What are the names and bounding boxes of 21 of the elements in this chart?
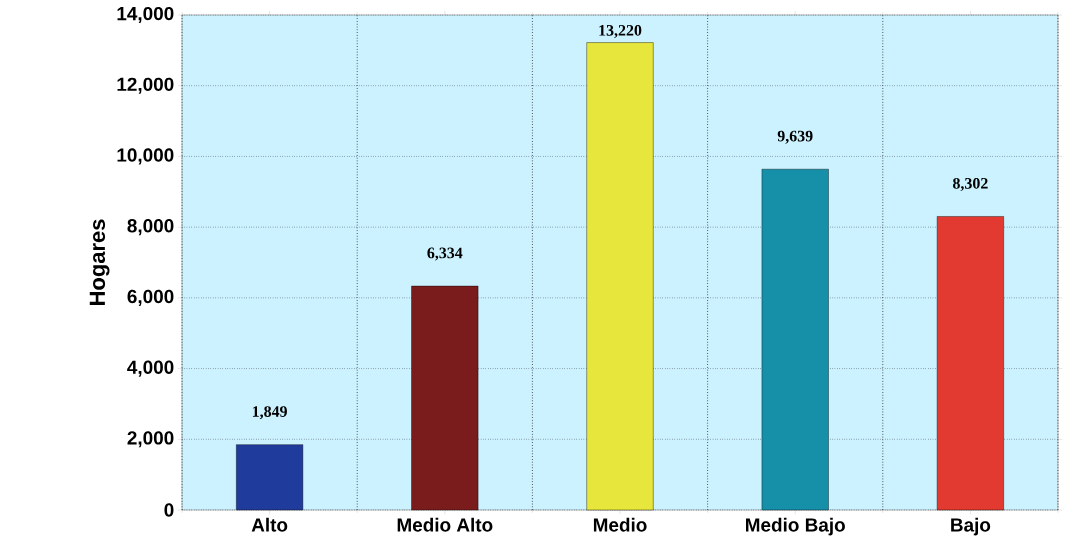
x-tick-label: Alto [251,517,288,532]
y-axis-title: Hogares [89,219,110,305]
y-tick-label: 14,000 [117,6,174,24]
y-tick-label: 8,000 [127,219,174,236]
y-tick-label: 0 [164,503,174,517]
data-label: 1,849 [252,406,287,420]
x-tick-label: Medio Bajo [745,517,845,536]
y-tick-label: 6,000 [127,289,174,306]
data-label: 6,334 [427,247,463,261]
data-label: 8,302 [953,177,988,192]
data-label: 13,220 [599,25,642,39]
x-tick-label: Medio [593,517,647,532]
x-tick-label: Bajo [951,517,991,536]
x-tick-label: Medio Alto [397,517,493,532]
data-label: 9,639 [777,130,813,144]
y-tick-label: 4,000 [127,360,174,377]
y-tick-label: 10,000 [117,148,174,165]
bar [236,444,304,511]
bar [761,168,829,511]
y-tick-label: 2,000 [127,431,174,448]
y-tick-label: 12,000 [117,77,174,94]
